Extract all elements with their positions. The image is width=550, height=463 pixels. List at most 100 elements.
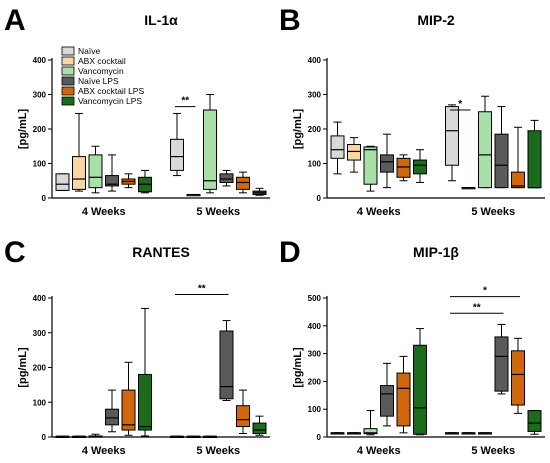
legend-entry: ABX cocktail [78, 56, 126, 66]
box-iqr [121, 389, 136, 431]
legend-swatch [61, 76, 75, 86]
legend-swatch [61, 96, 75, 106]
significance-label: ** [198, 284, 206, 295]
box-1-4 [511, 337, 525, 414]
legend-entry: Vancomycin [78, 66, 124, 76]
legend-swatch [61, 56, 75, 66]
box-1-2 [478, 95, 492, 189]
box-1-2 [203, 435, 217, 439]
y-tick-label: 300 [33, 329, 47, 338]
box-0-5 [413, 149, 427, 183]
box-iqr [236, 405, 250, 428]
panel-title: MIP-1β [413, 244, 459, 260]
legend-entry: Naïve LPS [78, 76, 119, 86]
box-iqr [203, 109, 217, 190]
panel-b: B MIP-2 0 100 200 300 400 [pg/mL] 4 Weeks 5 Weeks… [279, 4, 545, 218]
y-axis-label: [pg/mL] [17, 347, 29, 388]
box-iqr [363, 146, 378, 185]
y-tick-label: 0 [317, 433, 322, 442]
box-0-4 [396, 154, 411, 182]
box-0-2 [88, 433, 103, 438]
box-iqr [363, 428, 378, 435]
y-tick-label: 500 [308, 294, 322, 303]
legend-swatch [61, 66, 75, 76]
box-0-4 [121, 173, 136, 189]
box-0-3 [105, 389, 119, 433]
y-tick-label: 300 [308, 91, 322, 100]
box-iqr [478, 111, 492, 189]
box-iqr [219, 173, 234, 183]
legend-entry: ABX cocktail LPS [78, 86, 144, 96]
box-iqr [88, 154, 103, 189]
box-1-4 [236, 389, 250, 435]
box-iqr [55, 173, 70, 191]
box-1-3 [494, 323, 509, 395]
panel-a: A IL-1α 0 100 200 300 400 [pg/mL] 4 Weeks 5 Weeks… [4, 4, 270, 218]
box-1-0 [170, 435, 184, 439]
box-0-1 [72, 435, 86, 439]
box-1-1 [186, 435, 201, 439]
x-group-label: 4 Weeks [82, 206, 126, 218]
box-0-3 [380, 133, 394, 189]
y-tick-label: 0 [42, 433, 47, 442]
y-tick-label: 100 [33, 160, 47, 169]
box-1-5 [252, 415, 267, 436]
box-iqr [219, 330, 234, 400]
significance-label: ** [181, 96, 189, 107]
significance-label: * [458, 99, 462, 110]
box-1-2 [478, 432, 492, 435]
x-group-label: 4 Weeks [357, 206, 401, 218]
box-0-5 [413, 328, 427, 436]
box-0-3 [380, 362, 394, 427]
box-1-4 [511, 126, 525, 189]
y-tick-label: 100 [33, 398, 47, 407]
y-axis-label: [pg/mL] [292, 109, 304, 150]
box-0-0 [55, 435, 70, 439]
x-group-label: 4 Weeks [82, 445, 126, 457]
box-iqr [347, 144, 361, 161]
legend-swatch [61, 86, 75, 96]
box-iqr [445, 106, 459, 166]
box-0-5 [138, 307, 152, 437]
significance-label: * [483, 286, 487, 297]
box-iqr [494, 133, 509, 189]
y-axis-label: [pg/mL] [292, 347, 304, 388]
box-iqr [72, 156, 86, 190]
y-tick-label: 300 [33, 91, 47, 100]
box-0-2 [363, 145, 378, 192]
box-0-1 [347, 432, 361, 435]
box-iqr [105, 408, 119, 426]
y-axis-label: [pg/mL] [17, 109, 29, 150]
x-group-label: 5 Weeks [196, 206, 240, 218]
y-tick-label: 200 [33, 125, 47, 134]
y-tick-label: 100 [308, 405, 322, 414]
y-tick-label: 0 [42, 194, 47, 203]
box-1-1 [186, 193, 201, 197]
box-1-5 [527, 410, 542, 435]
box-0-2 [363, 410, 378, 436]
box-0-4 [121, 361, 136, 436]
box-1-5 [252, 187, 267, 196]
box-0-3 [105, 154, 119, 192]
panel-label: C [4, 236, 26, 269]
panel-label: D [279, 236, 301, 269]
box-iqr [413, 344, 427, 435]
y-tick-label: 400 [308, 322, 322, 331]
box-iqr [380, 385, 394, 417]
x-group-label: 5 Weeks [471, 206, 515, 218]
box-iqr [236, 176, 250, 190]
y-tick-label: 300 [308, 350, 322, 359]
box-iqr [527, 410, 542, 432]
box-1-1 [461, 187, 476, 190]
box-iqr [511, 350, 525, 406]
legend-swatch [61, 46, 75, 56]
box-iqr [494, 336, 509, 392]
y-tick-label: 200 [33, 364, 47, 373]
y-tick-label: 0 [317, 194, 322, 203]
y-tick-label: 100 [308, 160, 322, 169]
box-0-0 [330, 432, 345, 435]
panel-d: D MIP-1β 0 100 200 300 400 500 [pg/mL] 4 Weeks 5 W… [279, 236, 545, 457]
y-tick-label: 400 [308, 56, 322, 65]
box-1-4 [236, 171, 250, 194]
